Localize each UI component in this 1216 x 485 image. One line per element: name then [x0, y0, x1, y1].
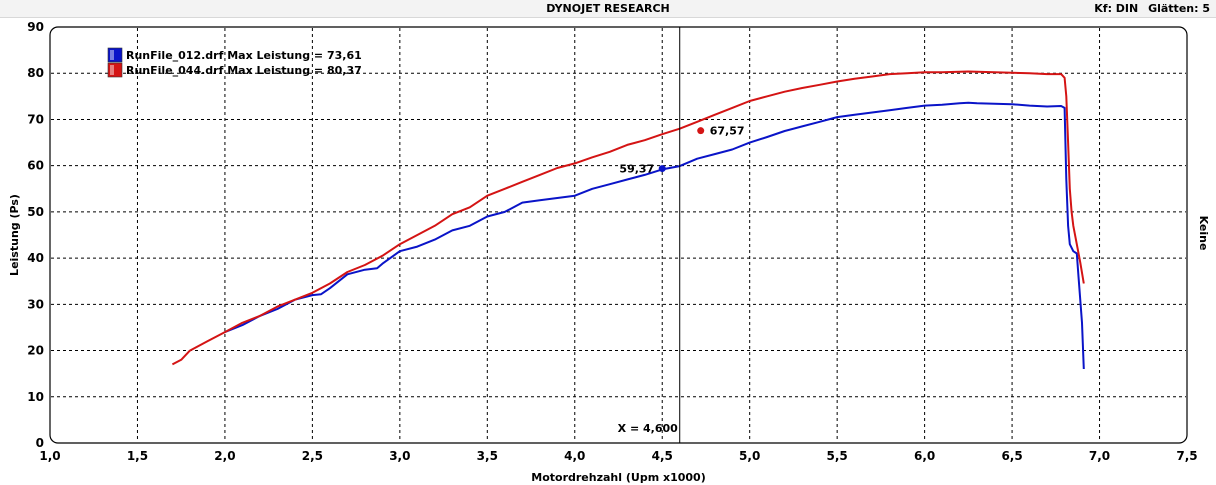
y-tick-label: 0	[36, 436, 44, 450]
marker-label-2: 67,57	[710, 125, 745, 138]
x-tick-label: 2,0	[214, 449, 235, 463]
y-tick-label: 90	[27, 20, 44, 34]
x-tick-label: 3,5	[477, 449, 498, 463]
series-line-2	[171, 70, 1085, 366]
x-tick-labels: 1,0 1,5 2,0 2,5 3,0 3,5 4,0 4,5 5,0 5,5 6,0 6,5 7,0 7…	[39, 449, 1197, 463]
kf-label: Kf: DIN	[1094, 2, 1139, 15]
legend[interactable]: RunFile_012.drf Max Leistung = 73,61 RunF…	[107, 47, 362, 78]
x-tick-label: 4,0	[564, 449, 585, 463]
data-markers: 59,37 67,57	[619, 125, 744, 176]
right-side-label: Keine	[1197, 216, 1210, 251]
marker-2	[697, 127, 705, 135]
x-tick-label: 1,0	[39, 449, 60, 463]
cursor-label: X = 4,600	[618, 422, 678, 435]
y-tick-labels: 0 10 20 30 40 50 60 70 80 90	[27, 20, 44, 450]
x-tick-label: 1,5	[127, 449, 148, 463]
y-tick-label: 10	[27, 390, 44, 404]
grid-lines	[51, 28, 1186, 442]
legend-swatch-2	[107, 62, 123, 78]
x-tick-label: 5,5	[827, 449, 848, 463]
y-tick-label: 20	[27, 344, 44, 358]
marker-label-1: 59,37	[619, 163, 654, 176]
settings-info: Kf: DIN Glätten: 5	[1088, 2, 1210, 15]
y-tick-label: 50	[27, 205, 44, 219]
plot-area[interactable]	[49, 26, 1188, 444]
smoothing-label: Glätten: 5	[1148, 2, 1210, 15]
y-tick-label: 30	[27, 297, 44, 311]
legend-swatch-highlight	[110, 50, 114, 60]
x-axis-title: Motordrehzahl (Upm x1000)	[531, 471, 705, 484]
y-tick-label: 70	[27, 112, 44, 126]
x-tick-label: 7,0	[1089, 449, 1110, 463]
x-tick-label: 6,5	[1001, 449, 1022, 463]
x-tick-label: 7,5	[1176, 449, 1197, 463]
y-tick-label: 80	[27, 66, 44, 80]
title-bar: DYNOJET RESEARCH Kf: DIN Glätten: 5	[0, 0, 1216, 18]
legend-swatch-highlight	[110, 65, 114, 75]
legend-swatch-1	[107, 47, 123, 63]
app-title: DYNOJET RESEARCH	[546, 2, 670, 15]
series-lines	[171, 70, 1085, 370]
y-tick-label: 40	[27, 251, 44, 265]
x-tick-label: 3,0	[389, 449, 410, 463]
marker-1	[658, 165, 666, 173]
legend-label-1[interactable]: RunFile_012.drf Max Leistung = 73,61	[126, 49, 362, 62]
x-tick-label: 4,5	[652, 449, 673, 463]
y-axis-title: Leistung (Ps)	[8, 194, 21, 276]
y-tick-label: 60	[27, 159, 44, 173]
series-line-1	[224, 101, 1085, 370]
x-tick-label: 6,0	[914, 449, 935, 463]
x-tick-label: 2,5	[302, 449, 323, 463]
cursor-line-group[interactable]: X = 4,600	[618, 27, 681, 443]
legend-label-2[interactable]: RunFile_044.drf Max Leistung = 80,37	[126, 64, 362, 77]
plot-background[interactable]	[49, 26, 1188, 444]
x-tick-label: 5,0	[739, 449, 760, 463]
